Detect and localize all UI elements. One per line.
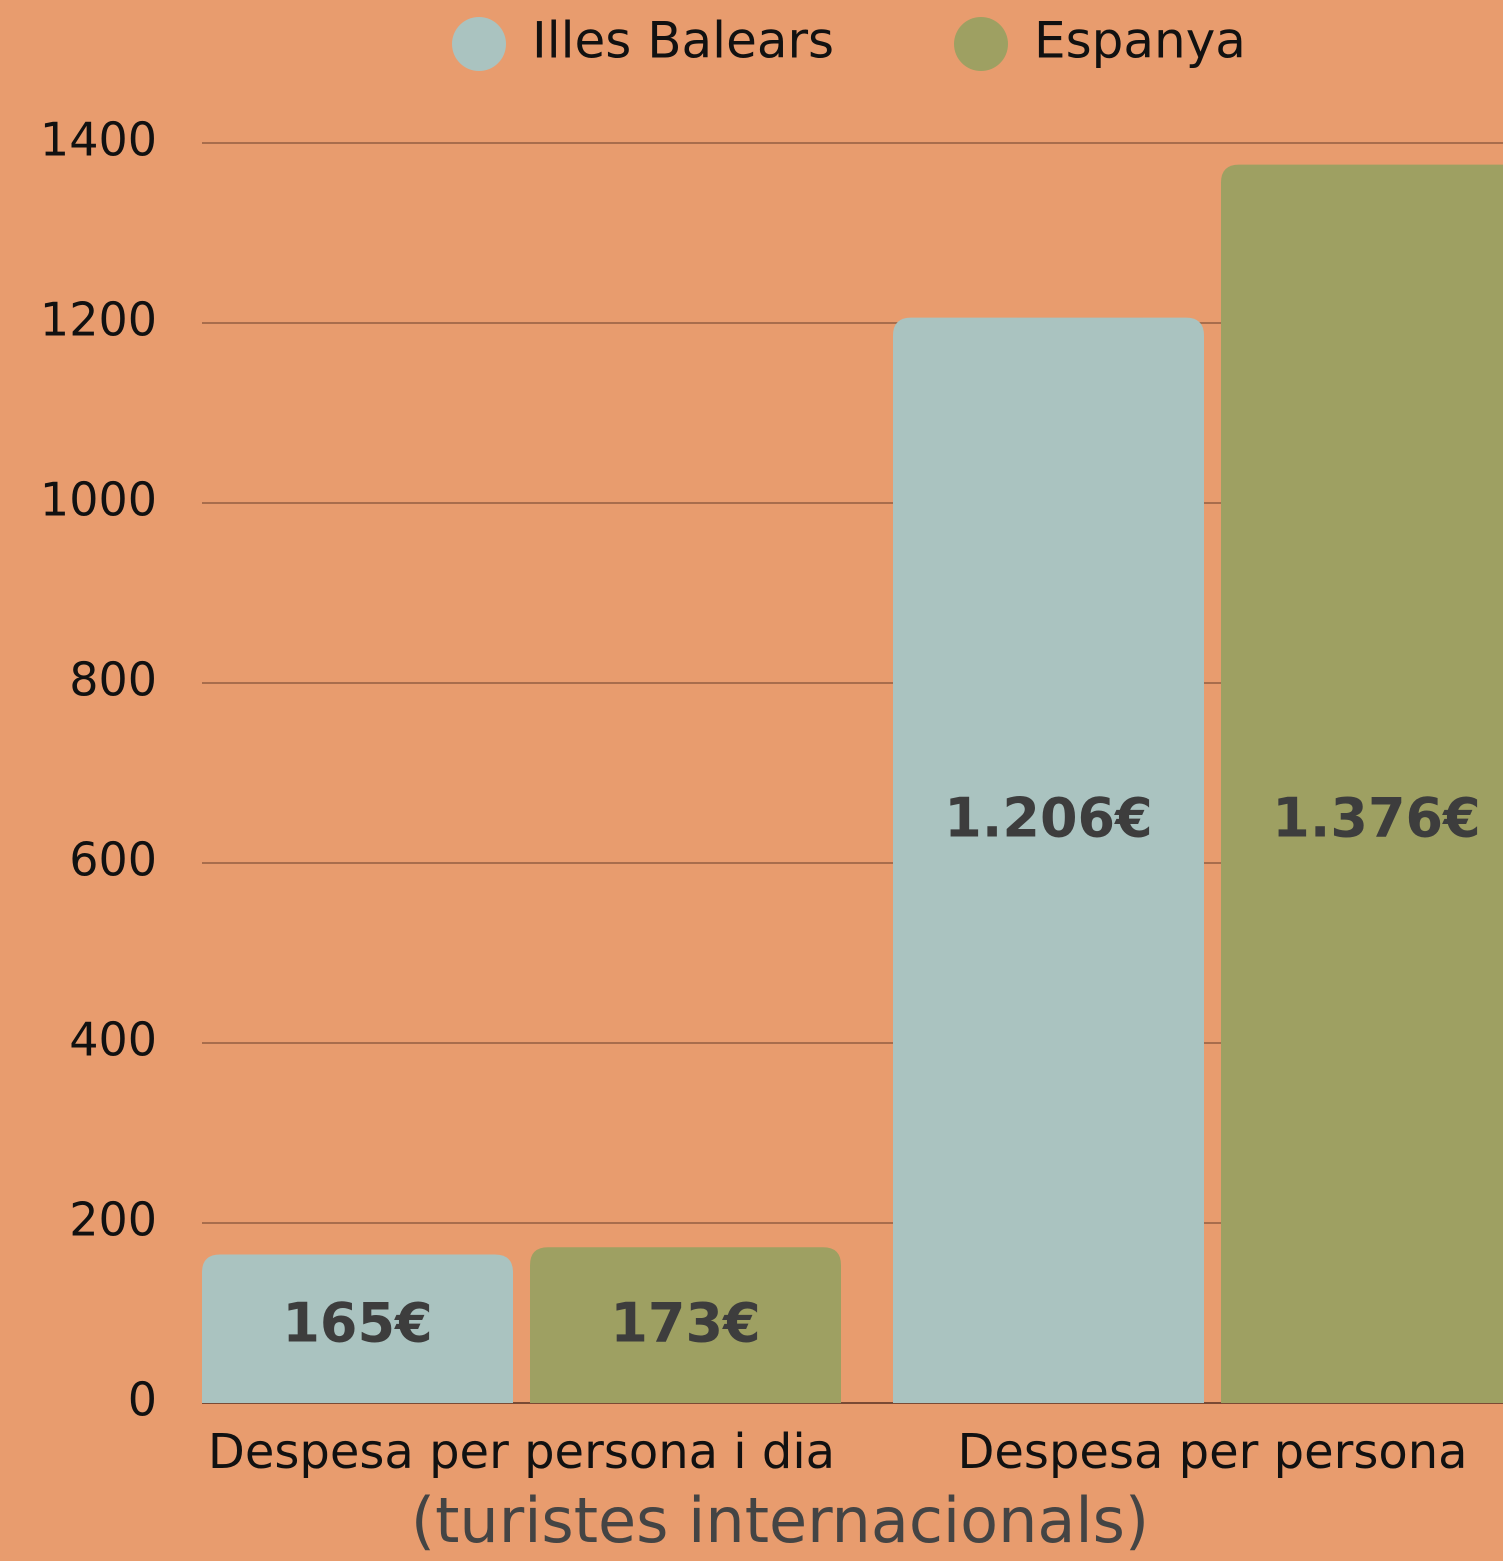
x-axis-label: (turistes internacionals)	[411, 1484, 1149, 1557]
y-tick-label: 600	[69, 833, 157, 887]
y-tick-label: 0	[128, 1373, 157, 1427]
legend-swatch	[954, 17, 1008, 71]
bar	[530, 1247, 841, 1403]
data-label: 173€	[610, 1292, 760, 1355]
data-label: 1.376€	[1272, 787, 1480, 850]
y-tick-label: 1400	[40, 113, 157, 167]
bar	[893, 317, 1204, 1404]
x-tick-label: Despesa per persona i dia	[208, 1424, 835, 1480]
y-tick-label: 800	[69, 653, 157, 707]
data-label: 165€	[282, 1292, 432, 1355]
bar	[1221, 164, 1503, 1403]
legend-label: Espanya	[1034, 12, 1246, 70]
bar	[202, 1254, 513, 1403]
data-label: 1.206€	[944, 787, 1152, 850]
y-tick-label: 400	[69, 1013, 157, 1067]
y-tick-label: 1200	[40, 293, 157, 347]
legend-label: Illes Balears	[532, 12, 834, 70]
y-tick-label: 1000	[40, 473, 157, 527]
y-tick-label: 200	[69, 1193, 157, 1247]
x-tick-label: Despesa per persona	[957, 1424, 1467, 1480]
legend-swatch	[452, 17, 506, 71]
